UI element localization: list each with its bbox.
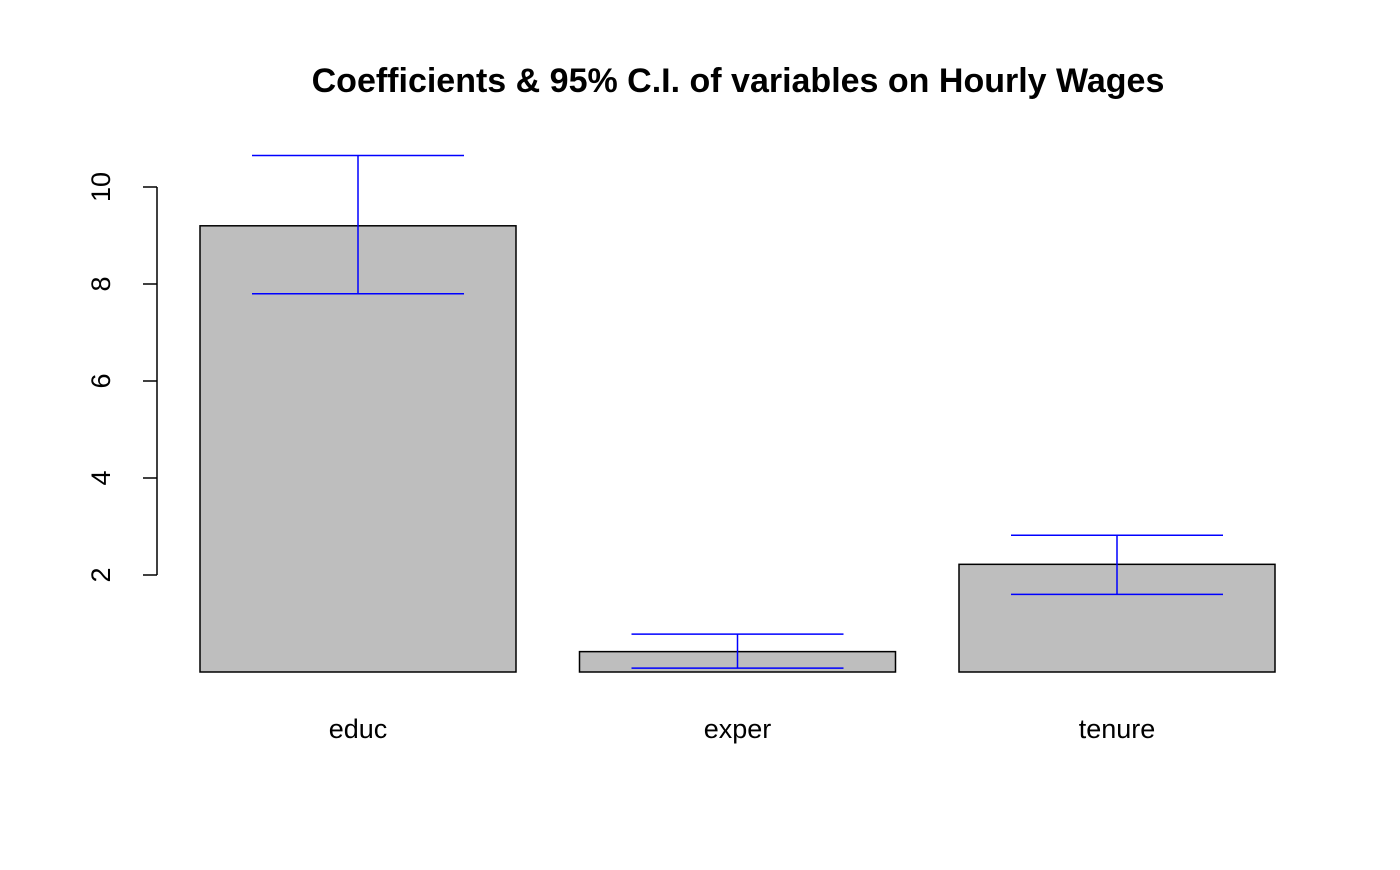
y-tick-label: 10 bbox=[86, 172, 116, 202]
y-tick-label: 6 bbox=[86, 373, 116, 388]
bars-group bbox=[199, 225, 1276, 673]
y-tick-label: 8 bbox=[86, 276, 116, 291]
bar-educ bbox=[199, 225, 517, 673]
category-label-exper: exper bbox=[704, 714, 772, 744]
y-tick-label: 4 bbox=[86, 470, 116, 485]
category-label-educ: educ bbox=[329, 714, 388, 744]
chart-title: Coefficients & 95% C.I. of variables on … bbox=[312, 62, 1165, 100]
category-label-tenure: tenure bbox=[1079, 714, 1156, 744]
errorbars-group bbox=[252, 154, 1223, 669]
y-tick-label: 2 bbox=[86, 567, 116, 582]
x-axis-labels: educ exper tenure bbox=[329, 714, 1156, 744]
y-axis: 2 4 6 8 10 bbox=[86, 172, 158, 583]
